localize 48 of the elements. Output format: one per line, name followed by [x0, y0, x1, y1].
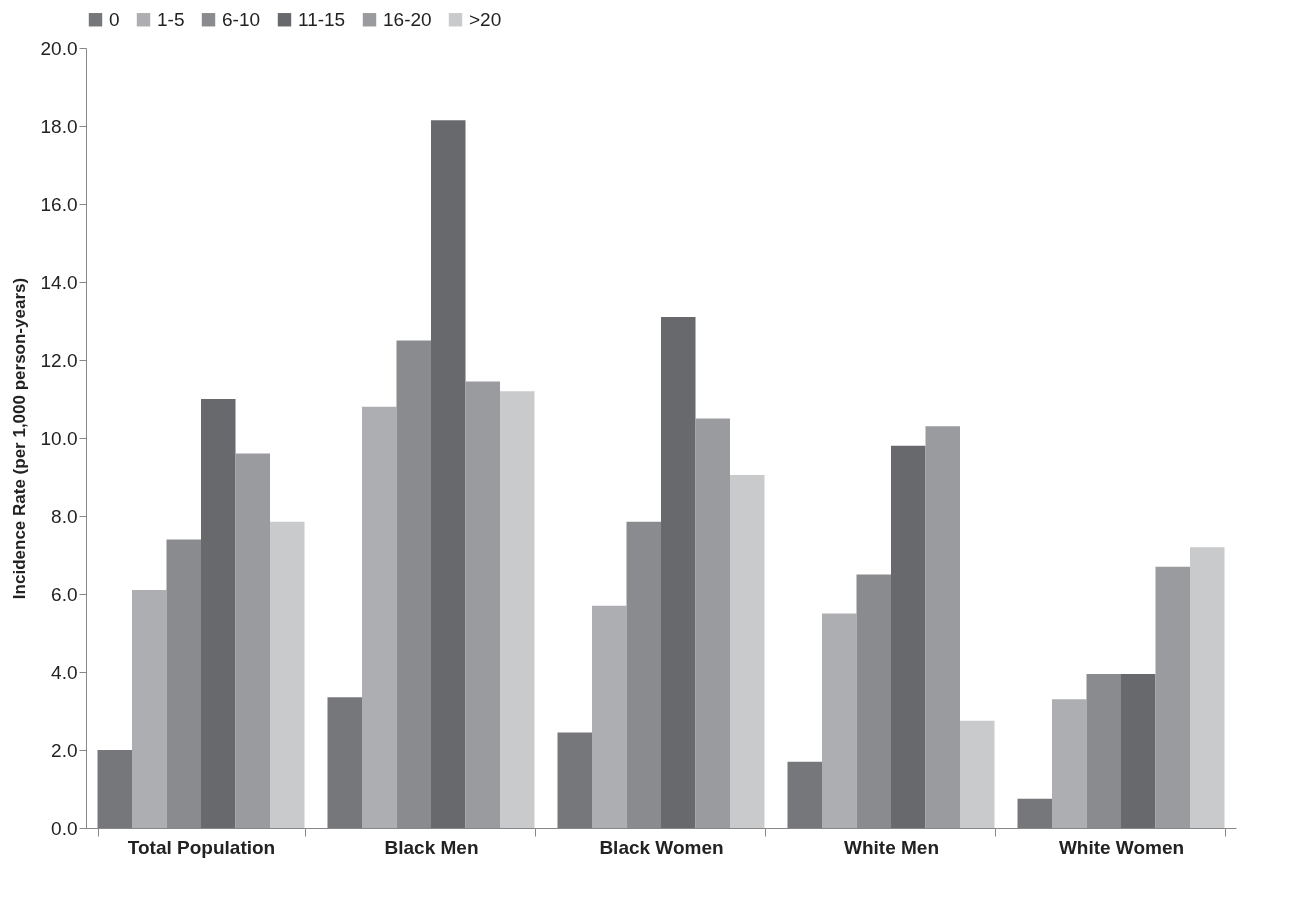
bar [270, 521, 305, 828]
bar [1190, 547, 1225, 828]
x-tick-label: Black Women [599, 836, 724, 858]
y-tick-label: 20.0 [40, 37, 78, 59]
bar [235, 453, 270, 828]
bar [787, 761, 822, 828]
legend-label: 1-5 [157, 8, 185, 30]
bar [891, 445, 926, 828]
bar [557, 732, 592, 828]
y-tick-label: 18.0 [40, 115, 78, 137]
bar [465, 381, 500, 828]
bar [925, 426, 960, 828]
bar [960, 720, 995, 828]
y-tick-label: 8.0 [51, 505, 78, 527]
bar [1052, 699, 1087, 828]
bar [695, 418, 730, 828]
bar [661, 317, 696, 828]
x-tick-label: White Women [1058, 836, 1185, 858]
y-tick-label: 0.0 [51, 817, 78, 839]
y-tick-label: 2.0 [51, 739, 78, 761]
legend-label: 11-15 [298, 8, 346, 30]
bar [132, 590, 167, 828]
y-tick-label: 16.0 [40, 193, 78, 215]
bar [201, 399, 236, 828]
bar [1155, 566, 1190, 828]
bar [1121, 673, 1156, 828]
bar [822, 613, 857, 828]
x-tick-label: Total Population [127, 836, 276, 858]
bar [500, 391, 535, 828]
bar [327, 697, 362, 828]
bar [592, 605, 627, 828]
legend-label: 16-20 [383, 8, 432, 30]
y-tick-label: 14.0 [40, 271, 78, 293]
legend-label: 0 [109, 8, 120, 30]
y-tick-label: 12.0 [40, 349, 78, 371]
x-tick-label: Black Men [384, 836, 479, 858]
y-tick-label: 4.0 [51, 661, 78, 683]
legend-label: >20 [469, 8, 502, 30]
bar [97, 750, 132, 828]
bar [431, 120, 466, 828]
x-tick-label: White Men [844, 836, 939, 858]
y-tick-label: 6.0 [51, 583, 78, 605]
bar [1017, 798, 1052, 828]
bar [362, 406, 397, 828]
bar [730, 475, 765, 828]
y-axis-title: Incidence Rate (per 1,000 person-years) [9, 277, 29, 600]
legend-label: 6-10 [222, 8, 261, 30]
y-tick-label: 10.0 [40, 427, 78, 449]
